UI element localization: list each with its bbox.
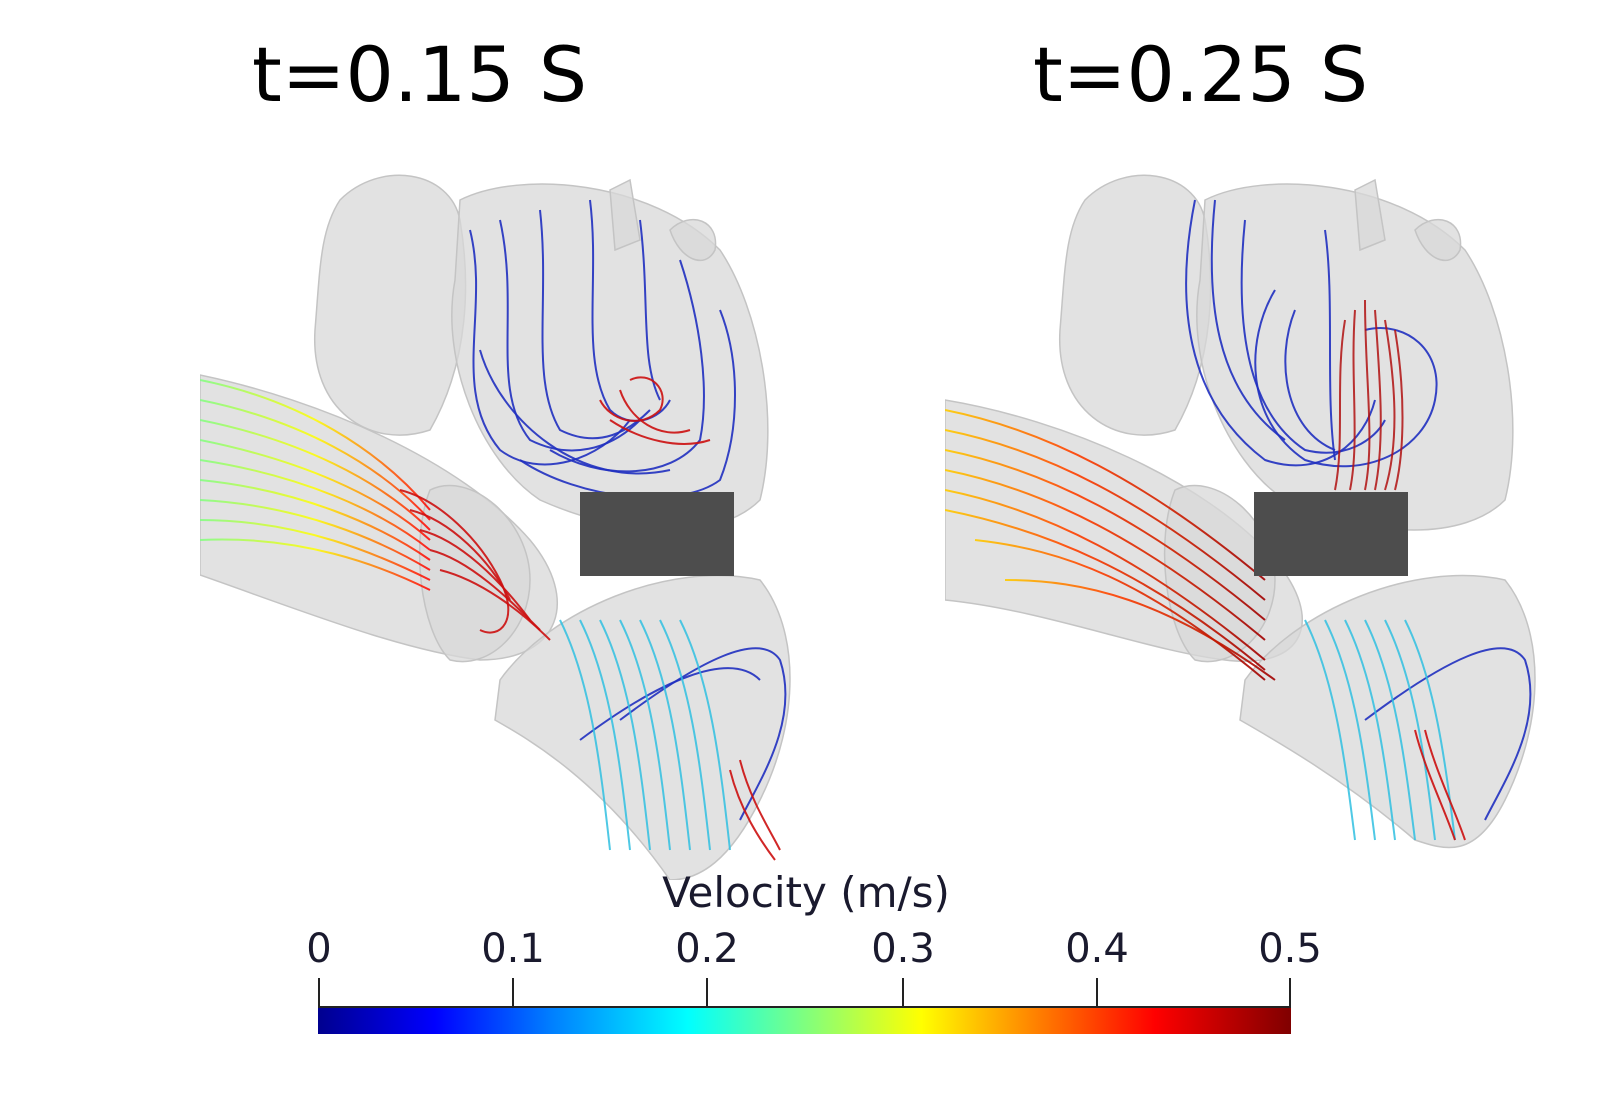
colorbar-axis-line (318, 1006, 1291, 1008)
colorbar-tick-mark (706, 978, 708, 1010)
colorbar-tick-label: 0.1 (481, 926, 545, 972)
velocity-colorbar (318, 1006, 1291, 1034)
colorbar-tick-mark (902, 978, 904, 1010)
redaction-box-right (1254, 492, 1408, 576)
panel-title-right: t=0.25 S (1033, 30, 1369, 119)
streamline-render-left (200, 174, 791, 880)
colorbar-tick-mark (1289, 978, 1291, 1010)
colorbar-tick-mark (512, 978, 514, 1010)
panel-title-left: t=0.15 S (252, 30, 588, 119)
redaction-box-left (580, 492, 734, 576)
colorbar-tick-label: 0.4 (1065, 926, 1129, 972)
streamlines-left (200, 199, 787, 861)
colorbar-tick-mark (1096, 978, 1098, 1010)
colorbar-tick-label: 0.3 (871, 926, 935, 972)
colorbar-tick-label: 0.2 (675, 926, 739, 972)
colorbar-tick-label: 0.5 (1258, 926, 1322, 972)
colorbar-tick-mark (318, 978, 320, 1010)
colorbar-title: Velocity (m/s) (662, 868, 950, 917)
streamline-render-right (945, 174, 1536, 849)
anatomy-mesh-right (945, 174, 1536, 849)
colorbar-tick-label: 0 (306, 926, 332, 972)
streamlines-right (945, 199, 1532, 841)
